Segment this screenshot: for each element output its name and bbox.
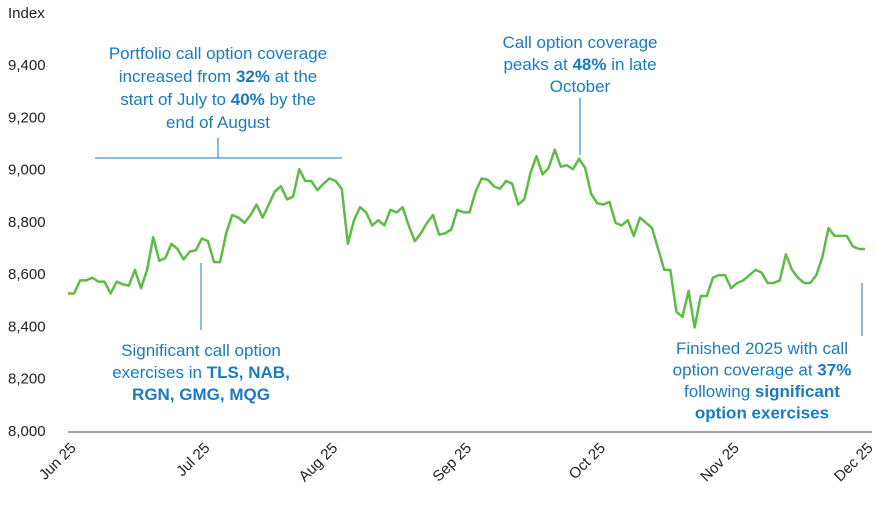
y-tick-label: 8,200 (8, 371, 46, 388)
y-tick-label: 8,400 (8, 318, 46, 335)
x-tick-label: Sep 25 (429, 440, 475, 486)
annotation-text: in late (606, 55, 656, 74)
x-tick-label: Nov 25 (697, 440, 743, 486)
annotation: Finished 2025 with call (676, 339, 848, 358)
annotation: following significant (684, 382, 840, 401)
annotation-text: end of August (166, 113, 270, 132)
annotation-text: Significant call option (121, 341, 281, 360)
annotation: RGN, GMG, MQG (132, 385, 270, 404)
annotation-text: following (684, 382, 755, 401)
y-tick-label: 9,400 (8, 57, 46, 74)
annotation-text: RGN, GMG, MQG (132, 385, 270, 404)
y-tick-label: 8,600 (8, 266, 46, 283)
x-tick-label: Aug 25 (296, 440, 342, 486)
annotation-text: Call option coverage (503, 33, 658, 52)
x-tick-label: Jun 25 (36, 440, 80, 484)
annotation: end of August (166, 113, 270, 132)
annotation-text: significant (755, 382, 840, 401)
annotation-text: 37% (817, 361, 851, 380)
annotation: Call option coverage (503, 33, 658, 52)
annotation-text: Portfolio call option coverage (109, 44, 327, 63)
y-axis-label: Index (8, 5, 45, 22)
y-tick-label: 9,200 (8, 109, 46, 126)
annotation-text: option exercises (695, 404, 829, 423)
annotation: increased from 32% at the (119, 67, 317, 86)
annotation-text: October (550, 77, 611, 96)
y-tick-label: 8,800 (8, 214, 46, 231)
x-tick-label: Oct 25 (566, 440, 609, 483)
annotation-text: TLS, NAB, (207, 363, 290, 382)
x-tick-label: Dec 25 (831, 440, 876, 486)
annotation-text: start of July to (120, 90, 231, 109)
annotation: October (550, 77, 611, 96)
annotation: Significant call option (121, 341, 281, 360)
annotation: option exercises (695, 404, 829, 423)
annotation-text: by the (265, 90, 316, 109)
annotation-text: 32% (236, 67, 270, 86)
annotation-text: 48% (572, 55, 606, 74)
annotation: peaks at 48% in late (503, 55, 656, 74)
annotation: exercises in TLS, NAB, (112, 363, 290, 382)
annotation-text: exercises in (112, 363, 206, 382)
annotation: option coverage at 37% (673, 361, 852, 380)
y-tick-label: 8,000 (8, 423, 46, 440)
annotation-text: Finished 2025 with call (676, 339, 848, 358)
annotation-text: option coverage at (673, 361, 818, 380)
annotation-text: at the (270, 67, 317, 86)
annotation-text: peaks at (503, 55, 572, 74)
annotation-text: 40% (231, 90, 265, 109)
annotation: Portfolio call option coverage (109, 44, 327, 63)
x-tick-label: Jul 25 (173, 440, 213, 480)
annotation: start of July to 40% by the (120, 90, 316, 109)
y-tick-label: 9,000 (8, 162, 46, 179)
annotation-text: increased from (119, 67, 236, 86)
line-series (68, 148, 865, 329)
